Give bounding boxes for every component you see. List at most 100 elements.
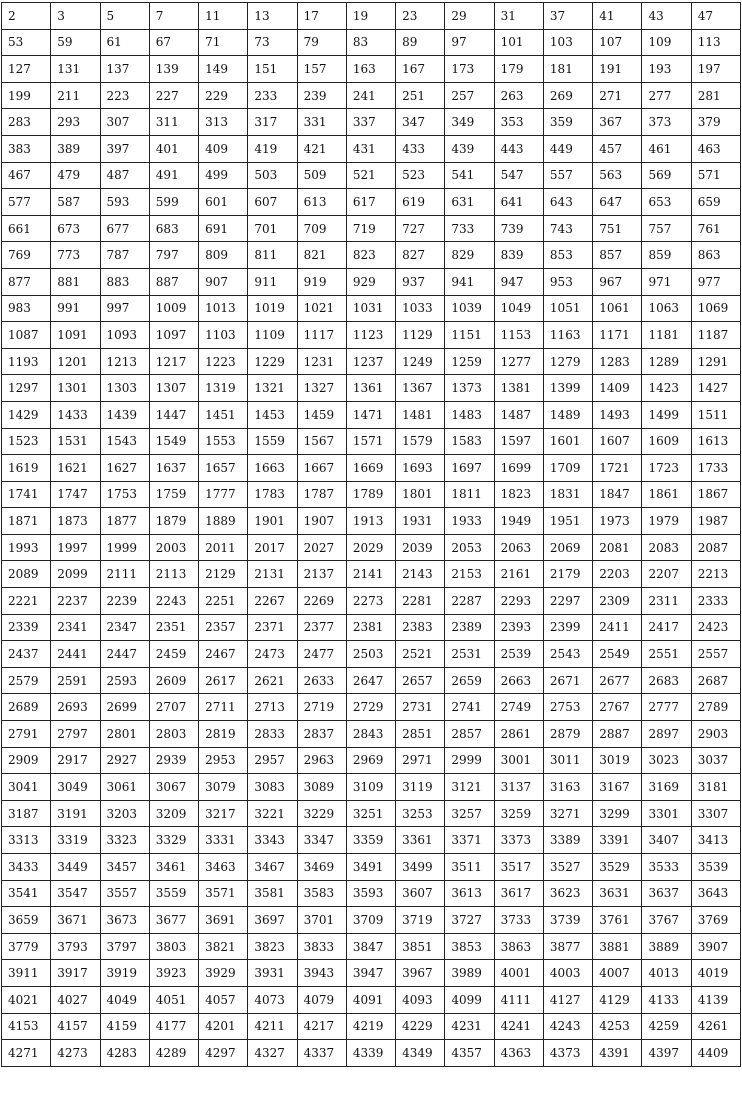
table-row: 2339 2341 2347 2351 2357 2371 2377 2381 2383 2389… xyxy=(0,613,742,642)
table-cell: 2633 xyxy=(296,666,347,695)
table-cell: 2971 xyxy=(395,746,446,775)
table-cell: 2269 xyxy=(296,587,347,615)
table-cell: 3823 xyxy=(247,932,298,961)
table-cell: 127 xyxy=(0,55,52,83)
table-cell: 2237 xyxy=(50,587,101,615)
table-cell: 2749 xyxy=(493,693,544,722)
table-cell: 2243 xyxy=(148,587,200,615)
table-cell: 3821 xyxy=(198,932,249,961)
table-cell: 3709 xyxy=(345,906,397,934)
table-cell: 3251 xyxy=(345,799,397,828)
table-row: 4021 4027 4049 4051 4057 4073 4079 4091 4093 4099… xyxy=(0,985,742,1014)
table-cell: 1987 xyxy=(690,507,742,535)
table-cell: 1811 xyxy=(444,480,495,509)
table-cell: 3079 xyxy=(198,773,249,801)
table-cell: 3457 xyxy=(99,853,150,881)
table-cell: 1367 xyxy=(395,374,446,402)
table-cell: 1997 xyxy=(50,533,101,562)
table-cell: 349 xyxy=(444,108,495,136)
table-cell: 1801 xyxy=(395,480,446,509)
table-cell: 3833 xyxy=(296,932,347,961)
table-cell: 1907 xyxy=(296,507,347,535)
table-cell: 2819 xyxy=(198,720,249,748)
table-cell: 2897 xyxy=(641,720,692,748)
table-cell: 4283 xyxy=(99,1039,150,1067)
table-cell: 1723 xyxy=(641,454,692,482)
table-cell: 2837 xyxy=(296,720,347,748)
table-cell: 577 xyxy=(0,188,52,216)
table-cell: 2593 xyxy=(99,666,150,695)
table-cell: 1663 xyxy=(247,454,298,482)
table-row: 467 479 487 491 499 503 509 521 523 541 547 557 563 5… xyxy=(0,161,742,190)
table-cell: 953 xyxy=(542,267,594,296)
table-cell: 2617 xyxy=(198,666,249,695)
table-cell: 1493 xyxy=(592,400,643,429)
table-cell: 2963 xyxy=(296,746,347,775)
table-cell: 2293 xyxy=(493,587,544,615)
table-cell: 2687 xyxy=(690,666,742,695)
table-cell: 1621 xyxy=(50,454,101,482)
table-cell: 739 xyxy=(493,214,544,243)
table-row: 2579 2591 2593 2609 2617 2621 2633 2647 2657 2659… xyxy=(0,666,742,695)
table-cell: 3877 xyxy=(542,932,594,961)
table-cell: 4253 xyxy=(592,1012,643,1041)
table-cell: 877 xyxy=(0,267,52,296)
table-cell: 1601 xyxy=(542,427,594,456)
table-cell: 599 xyxy=(148,188,200,216)
table-cell: 1063 xyxy=(641,294,692,323)
table-cell: 1933 xyxy=(444,507,495,535)
table-cell: 2753 xyxy=(542,693,594,722)
table-cell: 1697 xyxy=(444,454,495,482)
table-cell: 929 xyxy=(345,267,397,296)
table-cell: 1093 xyxy=(99,321,150,349)
table-cell: 2467 xyxy=(198,640,249,668)
table-cell: 2333 xyxy=(690,587,742,615)
table-cell: 1459 xyxy=(296,400,347,429)
table-cell: 563 xyxy=(592,161,643,190)
table-cell: 2207 xyxy=(641,560,692,589)
table-cell: 4099 xyxy=(444,985,495,1014)
table-cell: 2383 xyxy=(395,613,446,642)
table-cell: 4013 xyxy=(641,959,692,987)
table-cell: 1531 xyxy=(50,427,101,456)
table-cell: 1439 xyxy=(99,400,150,429)
table-cell: 3313 xyxy=(0,826,52,854)
table-cell: 3191 xyxy=(50,799,101,828)
table-cell: 1931 xyxy=(395,507,446,535)
table-cell: 2027 xyxy=(296,533,347,562)
table-cell: 3529 xyxy=(592,853,643,881)
table-cell: 2081 xyxy=(592,533,643,562)
table-cell: 2141 xyxy=(345,560,397,589)
table-cell: 1481 xyxy=(395,400,446,429)
table-cell: 3187 xyxy=(0,799,52,828)
table-cell: 743 xyxy=(542,214,594,243)
table-cell: 2447 xyxy=(99,640,150,668)
table-cell: 4001 xyxy=(493,959,544,987)
table-cell: 3943 xyxy=(296,959,347,987)
table-cell: 2621 xyxy=(247,666,298,695)
table-cell: 1049 xyxy=(493,294,544,323)
table-cell: 2657 xyxy=(395,666,446,695)
table-cell: 3557 xyxy=(99,879,150,908)
table-cell: 3919 xyxy=(99,959,150,987)
table-cell: 1013 xyxy=(198,294,249,323)
table-cell: 839 xyxy=(493,241,544,269)
table-cell: 757 xyxy=(641,214,692,243)
table-cell: 2099 xyxy=(50,560,101,589)
table-cell: 2711 xyxy=(198,693,249,722)
table-cell: 4289 xyxy=(148,1039,200,1067)
table-cell: 4139 xyxy=(690,985,742,1014)
table-cell: 709 xyxy=(296,214,347,243)
table-cell: 4373 xyxy=(542,1039,594,1067)
table-cell: 4271 xyxy=(0,1039,52,1067)
table-cell: 3797 xyxy=(99,932,150,961)
table-cell: 13 xyxy=(247,2,298,30)
table-cell: 1033 xyxy=(395,294,446,323)
table-cell: 1847 xyxy=(592,480,643,509)
table-cell: 3541 xyxy=(0,879,52,908)
table-cell: 269 xyxy=(542,81,594,110)
table-cell: 2203 xyxy=(592,560,643,589)
table-cell: 1361 xyxy=(345,374,397,402)
table-cell: 1201 xyxy=(50,347,101,376)
table-cell: 1721 xyxy=(592,454,643,482)
